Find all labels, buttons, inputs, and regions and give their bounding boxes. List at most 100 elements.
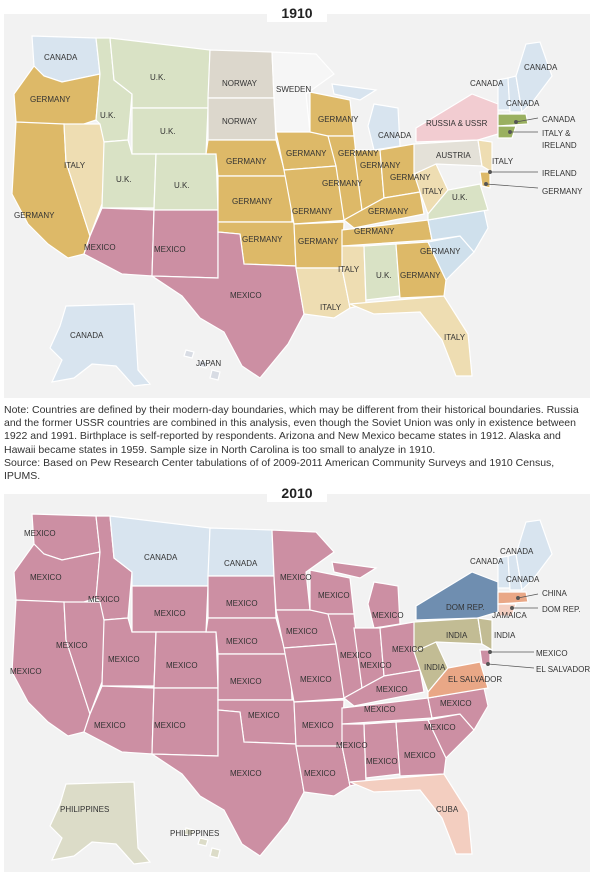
- label-2010-mexico-mi: MEXICO: [372, 611, 404, 620]
- state-wi-1910: [309, 91, 355, 137]
- label-2010-mexico-ca: MEXICO: [10, 667, 42, 676]
- state-tx-1910: [149, 231, 305, 379]
- label-1910-japan-hi: JAPAN: [196, 359, 221, 368]
- state-nd-2010: [207, 527, 275, 577]
- label-1910-italy-callout: ITALY &: [542, 129, 571, 138]
- label-2010-india-wv: INDIA: [424, 663, 446, 672]
- label-2010-mexico-nc: MEXICO: [440, 699, 472, 708]
- label-1910-russia-ny: RUSSIA & USSR: [426, 119, 488, 128]
- map-2010-year: 2010: [267, 484, 327, 502]
- state-mi-2010: [367, 581, 401, 629]
- state-nd-1910: [207, 49, 275, 99]
- label-2010-el-salvador-va: EL SALVADOR: [448, 675, 502, 684]
- label-2010-mexico-tn: MEXICO: [364, 705, 396, 714]
- state-co-2010: [153, 631, 219, 689]
- state-ny-2010: [415, 571, 499, 621]
- label-1910-uk-wy: U.K.: [160, 127, 176, 136]
- label-1910-italy-wv: ITALY: [422, 187, 444, 196]
- label-1910-italy-nj: ITALY: [492, 157, 514, 166]
- label-2010-canada-vt: CANADA: [506, 575, 540, 584]
- label-1910-germany-ca: GERMANY: [14, 211, 55, 220]
- state-nv-1910: [63, 123, 107, 238]
- label-2010-mexico-nm: MEXICO: [154, 721, 186, 730]
- label-1910-germany-il: GERMANY: [338, 149, 379, 158]
- label-2010-mexico-ia: MEXICO: [286, 627, 318, 636]
- label-1910-germany-callout: GERMANY: [542, 187, 583, 196]
- label-2010-canada-ny-n: CANADA: [470, 557, 504, 566]
- state-va-2010: [427, 661, 489, 699]
- state-mi-1910: [367, 103, 401, 151]
- label-2010-mexico-wy: MEXICO: [154, 609, 186, 618]
- label-2010-mexico-or: MEXICO: [30, 573, 62, 582]
- label-2010-mexico-callout: MEXICO: [536, 649, 568, 658]
- label-1910-sweden-mn: SWEDEN: [276, 85, 311, 94]
- label-1910-germany-ne: GERMANY: [226, 157, 267, 166]
- label-1910-germany-mo: GERMANY: [322, 179, 363, 188]
- label-1910-canada-nw: CANADA: [44, 53, 78, 62]
- map-2010-panel: MEXICO CANADA CANADA MEXICO CANADA CANAD…: [4, 494, 590, 872]
- label-2010-mexico-ms: MEXICO: [336, 741, 368, 750]
- state-fl-2010: [349, 773, 473, 855]
- label-1910-italy-fl: ITALY: [444, 333, 466, 342]
- label-1910-germany-wi: GERMANY: [318, 115, 359, 124]
- label-2010-mexico-ga: MEXICO: [404, 751, 436, 760]
- label-2010-el-salvador-callout: EL SALVADOR: [536, 665, 590, 674]
- label-1910-uk-co: U.K.: [174, 181, 190, 190]
- label-2010-mexico-nv: MEXICO: [56, 641, 88, 650]
- state-ga-2010: [395, 719, 447, 777]
- label-1910-uk-mt: U.K.: [150, 73, 166, 82]
- label-1910-germany-ks: GERMANY: [232, 197, 273, 206]
- label-1910-norway-sd: NORWAY: [222, 117, 258, 126]
- label-1910-germany-in: GERMANY: [360, 161, 401, 170]
- label-2010-dom-rep-ny: DOM REP.: [446, 603, 485, 612]
- state-la-1910: [295, 267, 351, 319]
- label-1910-canada-mi: CANADA: [378, 131, 412, 140]
- state-nj-1910: [477, 139, 493, 174]
- label-1910-canada-nh: CANADA: [506, 99, 540, 108]
- label-2010-mexico-wi: MEXICO: [318, 591, 350, 600]
- label-1910-norway-nd: NORWAY: [222, 79, 258, 88]
- label-2010-mexico-mn: MEXICO: [280, 573, 312, 582]
- state-me-2010: [515, 519, 553, 592]
- state-nv-2010: [63, 601, 107, 716]
- state-ak-2010: [49, 781, 152, 865]
- label-1910-germany-ky: GERMANY: [368, 207, 409, 216]
- state-mi-u-1910: [331, 83, 378, 101]
- state-fl-1910: [349, 295, 473, 377]
- label-2010-mexico-id: MEXICO: [88, 595, 120, 604]
- callout-lines-1910: [484, 117, 539, 189]
- label-1910-ireland-callout: IRELAND: [542, 141, 577, 150]
- state-ct-1910: [497, 125, 517, 139]
- label-1910-germany-ga: GERMANY: [400, 271, 441, 280]
- label-1910-italy-ms: ITALY: [338, 265, 360, 274]
- label-2010-cuba-fl: CUBA: [436, 805, 459, 814]
- label-2010-canada-nd: CANADA: [224, 559, 258, 568]
- label-1910-mexico-az: MEXICO: [84, 243, 116, 252]
- label-1910-italy-nv: ITALY: [64, 161, 86, 170]
- label-1910-mexico-tx: MEXICO: [230, 291, 262, 300]
- map-1910: CANADA U.K. NORWAY SWEDEN CANADA CANADA …: [11, 35, 583, 387]
- label-2010-mexico-tx: MEXICO: [230, 769, 262, 778]
- label-2010-canada-mt: CANADA: [144, 553, 178, 562]
- state-mi-u-2010: [331, 561, 378, 579]
- label-2010-mexico-oh: MEXICO: [392, 645, 424, 654]
- label-2010-mexico-la: MEXICO: [304, 769, 336, 778]
- map-1910-year: 1910: [267, 4, 327, 22]
- label-1910-canada-me: CANADA: [524, 63, 558, 72]
- map-1910-panel: CANADA U.K. NORWAY SWEDEN CANADA CANADA …: [4, 14, 590, 398]
- label-1910-mexico-nm: MEXICO: [154, 245, 186, 254]
- label-2010-jamaica-ct: JAMAICA: [492, 611, 527, 620]
- state-hi-1910: [183, 349, 221, 381]
- state-hi-2010: [183, 827, 221, 859]
- map-2010: MEXICO CANADA CANADA MEXICO CANADA CANAD…: [10, 513, 590, 865]
- label-1910-germany-or: GERMANY: [30, 95, 71, 104]
- label-2010-mexico-ut: MEXICO: [108, 655, 140, 664]
- label-2010-mexico-ks: MEXICO: [230, 677, 262, 686]
- label-1910-germany-tn: GERMANY: [354, 227, 395, 236]
- label-1910-uk-id: U.K.: [100, 111, 116, 120]
- label-1910-uk-va: U.K.: [452, 193, 468, 202]
- label-2010-mexico-mo: MEXICO: [300, 675, 332, 684]
- label-1910-germany-oh: GERMANY: [390, 173, 431, 182]
- label-1910-uk-ut: U.K.: [116, 175, 132, 184]
- label-2010-india-callout: INDIA: [494, 631, 516, 640]
